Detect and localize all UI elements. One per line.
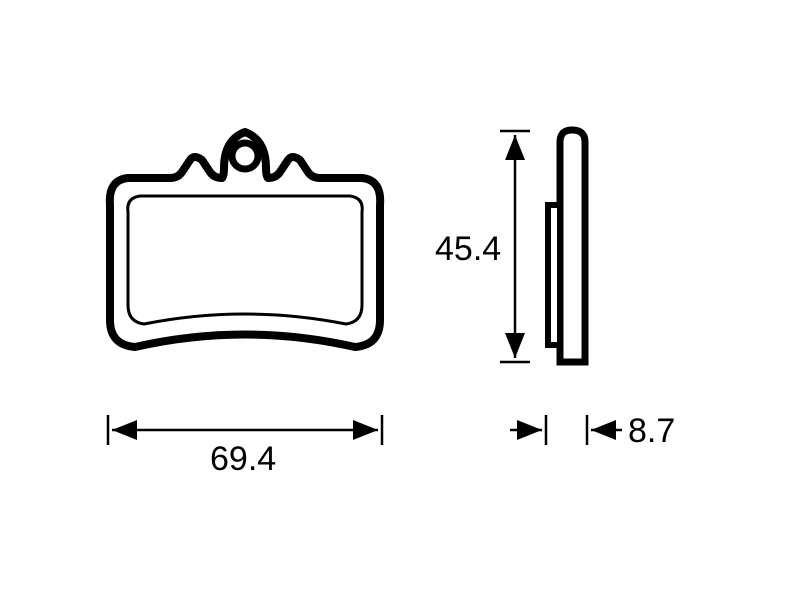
- width-value: 69.4: [210, 440, 276, 479]
- height-value: 45.4: [435, 230, 501, 269]
- technical-drawing: [0, 0, 800, 600]
- dimension-height: [500, 131, 530, 362]
- dimension-thickness: [510, 415, 622, 445]
- thickness-value: 8.7: [628, 412, 675, 451]
- brake-pad-front: [110, 132, 380, 347]
- brake-pad-side: [548, 130, 585, 362]
